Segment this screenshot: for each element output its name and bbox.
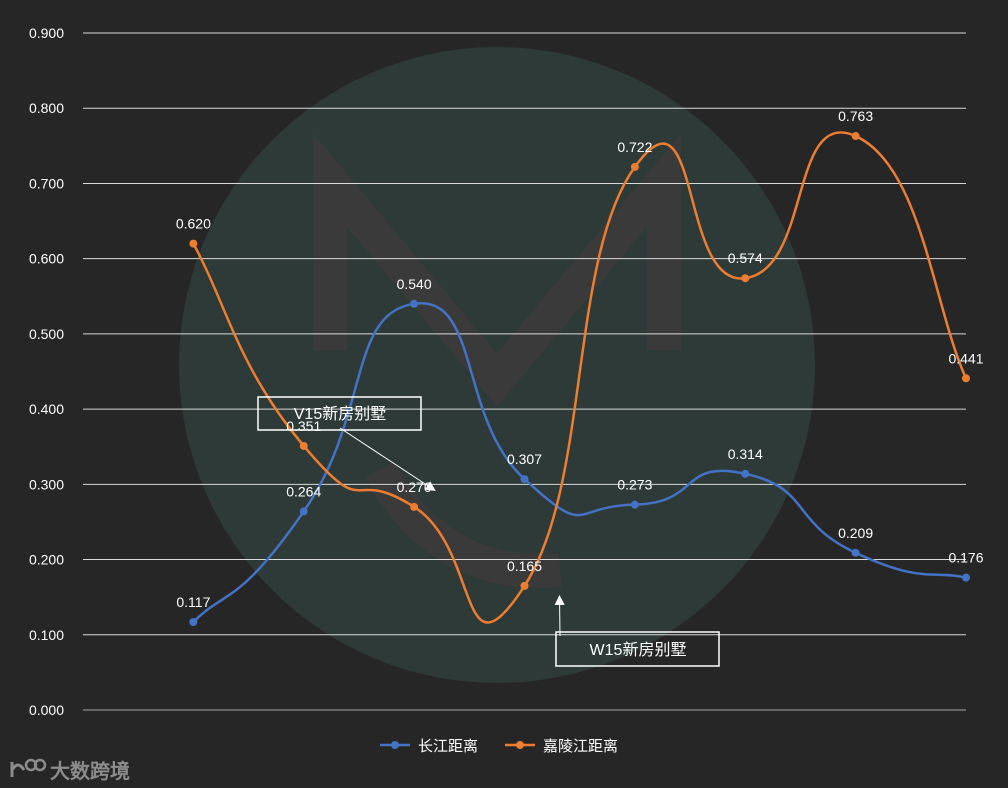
callout-text: V15新房别墅 [294,405,386,423]
y-tick-label: 0.200 [29,552,64,568]
data-point [962,374,970,383]
legend-marker [516,741,524,749]
callout-text: W15新房别墅 [590,641,687,659]
y-tick-label: 0.500 [29,326,64,342]
data-label: 0.117 [176,594,210,610]
data-label: 0.307 [507,451,542,467]
callout-arrow [339,427,436,491]
data-label: 0.722 [617,139,652,155]
callout-arrow [554,594,565,637]
data-point [299,507,308,516]
data-label: 0.763 [838,108,873,124]
data-point [410,502,419,511]
data-label: 0.209 [838,525,873,541]
callout-box [257,396,422,431]
y-axis: 0.000 0.100 0.200 0.300 0.400 0.500 0.600 0.700… [29,25,64,718]
data-label: 0.540 [397,276,432,292]
y-tick-label: 0.600 [29,251,64,267]
background-logo-watermark [179,47,815,683]
legend-label: 嘉陵江距离 [543,738,618,755]
legend-label: 长江距离 [418,738,478,755]
y-tick-label: 0.900 [29,25,64,41]
data-point [410,299,419,308]
data-label: 0.273 [617,477,652,493]
data-point [630,500,639,509]
y-tick-label: 0.700 [29,175,64,191]
data-label: 0.620 [176,216,211,232]
legend-marker [391,741,399,749]
data-label: 0.264 [286,483,321,499]
data-label: 0.441 [948,350,983,366]
legend: 长江距离 嘉陵江距离 [380,738,618,755]
y-tick-label: 0.300 [29,476,64,492]
data-point [962,573,970,582]
watermark-text: 大数跨境 [50,759,130,783]
data-label: 0.270 [397,479,432,495]
y-tick-label: 0.100 [29,627,64,643]
legend-item: 长江距离 [380,738,478,755]
series-lines [192,131,968,624]
logo-ring [33,758,47,772]
data-point [851,548,860,557]
data-point [189,617,198,626]
series-line-2 [192,131,968,624]
data-point [741,274,750,283]
y-tick-label: 0.400 [29,401,64,417]
data-label: 0.176 [948,550,983,566]
series-points [189,132,970,626]
data-label: 0.165 [507,558,542,574]
callout-annotations: V15新房别墅 W15新房别墅 [257,396,720,667]
data-label: 0.574 [728,250,763,266]
data-point [630,162,639,171]
data-point [851,132,860,141]
gridlines [83,32,966,711]
dashuju-logo-icon [10,758,47,777]
data-point [189,239,198,248]
watermark-m-shape [313,133,681,407]
logo-stroke [10,762,26,777]
y-tick-label: 0.800 [29,100,64,116]
data-point [299,441,308,450]
legend-item: 嘉陵江距离 [505,738,618,755]
corner-watermark: 大数跨境 [10,758,130,783]
data-point [520,581,529,590]
callout-box [555,631,720,667]
data-labels: 0.117 0.264 0.540 0.307 0.273 0.314 0.209 0.176… [176,108,984,610]
data-label: 0.314 [728,446,763,462]
y-tick-label: 0.000 [29,702,64,718]
data-point [741,469,750,478]
data-point [520,475,529,484]
